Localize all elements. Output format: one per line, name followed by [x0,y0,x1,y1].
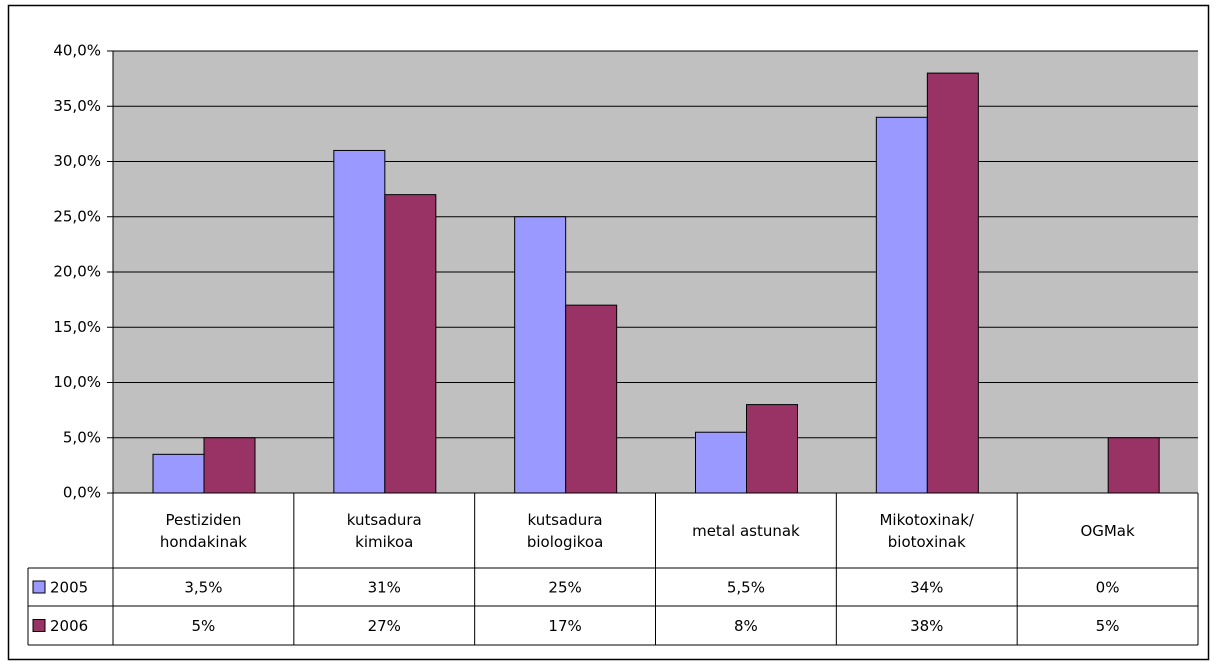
x-tick-label: Pestiziden hondakinak [159,510,247,551]
category-wrap: kutsadura kimikoa [294,493,475,568]
y-tick-label: 25,0% [53,207,101,225]
category-wrap: OGMak [1017,493,1198,568]
x-tick-label: kutsadura biologikoa [526,510,604,551]
y-tick-label: 30,0% [53,152,101,170]
data-label: 34% [910,579,943,597]
category-cell: kutsadura kimikoa [294,493,475,568]
data-label: 3,5% [184,579,222,597]
x-tick-label: OGMak [1080,521,1135,540]
data-label: 38% [910,617,943,635]
legend-swatch [32,619,46,632]
y-tick-label: 40,0% [53,42,101,60]
data-label: 31% [368,579,401,597]
x-tick-label: Mikotoxinak/ biotoxinak [879,510,974,551]
category-cell: kutsadura biologikoa [475,493,656,568]
category-wrap: metal astunak [656,493,837,568]
category-wrap: Pestiziden hondakinak [113,493,294,568]
bar [1107,437,1160,494]
data-label: 5% [1096,617,1120,635]
bar [926,72,979,494]
category-cell: Pestiziden hondakinak [113,493,294,568]
bar [384,194,437,494]
legend-swatch [32,580,46,594]
y-tick-label: 20,0% [53,263,101,281]
data-label: 27% [368,617,401,635]
category-wrap: kutsadura biologikoa [475,493,656,568]
y-tick-label: 10,0% [53,373,101,391]
data-label: 17% [548,617,581,635]
data-label: 5% [192,617,216,635]
data-label: 5,5% [727,579,765,597]
category-wrap: Mikotoxinak/ biotoxinak [836,493,1017,568]
y-tick-label: 15,0% [53,318,101,336]
y-tick-label: 5,0% [63,428,101,446]
bar [695,431,747,494]
y-tick-label: 0,0% [63,484,101,502]
y-tick-label: 35,0% [53,97,101,115]
bar [565,304,618,494]
data-label: 0% [1096,579,1120,597]
bar [333,149,386,494]
bar [152,453,205,494]
bar [514,216,567,494]
bar [203,437,256,494]
category-cell: metal astunak [656,493,837,568]
category-cell: Mikotoxinak/ biotoxinak [836,493,1017,568]
data-label: 25% [548,579,581,597]
category-cell: OGMak [1017,493,1198,568]
bar [875,116,928,494]
legend-label: 2006 [50,617,88,635]
x-tick-label: metal astunak [692,521,800,540]
data-label: 8% [734,617,758,635]
x-tick-label: kutsadura kimikoa [346,510,422,551]
legend-label: 2005 [50,579,88,597]
bar [746,404,798,494]
